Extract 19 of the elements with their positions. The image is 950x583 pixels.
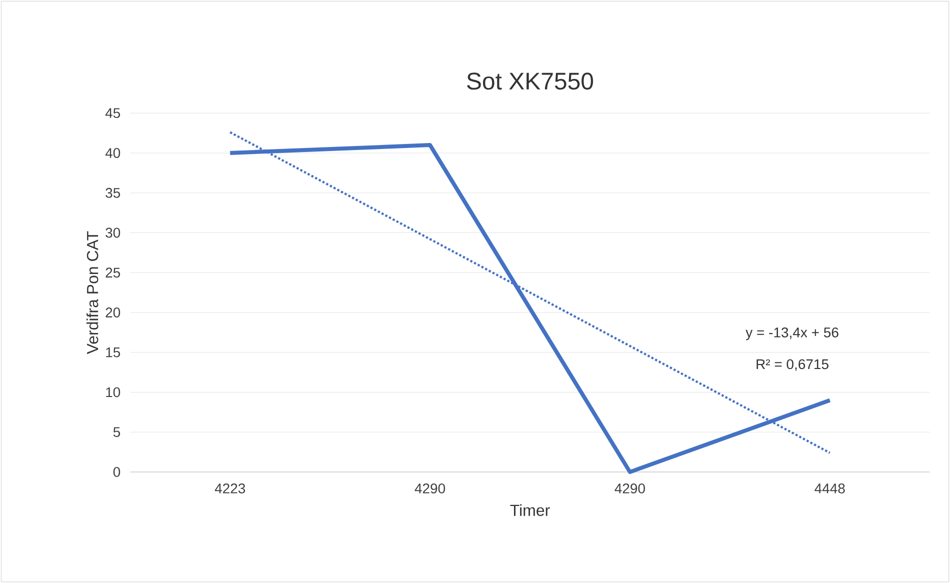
chart-title: Sot XK7550	[467, 72, 594, 90]
y-tick-label: 5	[113, 427, 120, 437]
y-axis-title: Verdifra Pon CAT	[86, 231, 98, 354]
y-tick-label: 15	[106, 347, 120, 358]
x-tick-label: 4448	[814, 483, 845, 494]
y-tick-label: 40	[105, 148, 120, 158]
x-axis-title: Timer	[510, 504, 550, 516]
y-tick-label: 35	[106, 188, 120, 198]
x-tick-label: 4223	[214, 483, 246, 494]
annotation: y = -13,4x + 56	[746, 327, 838, 340]
x-tick-label: 4290	[414, 483, 446, 494]
y-tick-label: 45	[105, 108, 120, 118]
y-tick-label: 20	[106, 307, 120, 318]
y-tick-label: 30	[106, 228, 120, 238]
y-tick-label: 25	[106, 268, 120, 278]
y-tick-label: 0	[113, 466, 120, 477]
y-tick-label: 10	[106, 387, 120, 398]
annotation: R² = 0,6715	[756, 359, 828, 371]
x-tick-label: 4290	[614, 483, 645, 494]
